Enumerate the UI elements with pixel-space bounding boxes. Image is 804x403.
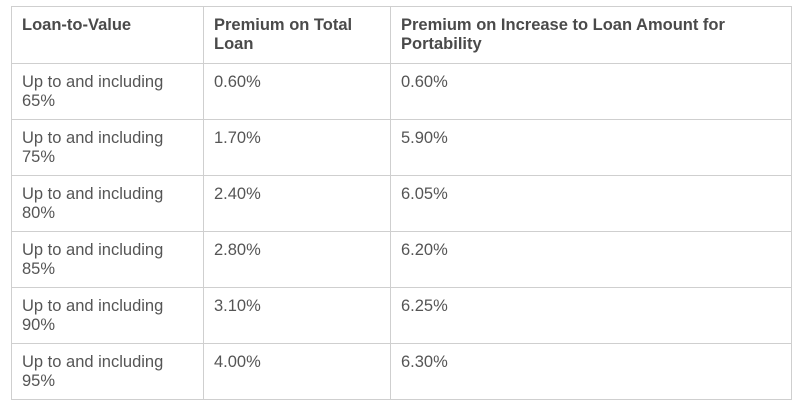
table-row: Up to and including 75% 1.70% 5.90% (11, 119, 792, 176)
table-row: Up to and including 95% 4.00% 6.30% (11, 343, 792, 400)
table-row: Up to and including 85% 2.80% 6.20% (11, 231, 792, 288)
table-row: Up to and including 80% 2.40% 6.05% (11, 175, 792, 232)
premium-total-cell: 0.60% (203, 63, 391, 120)
table-header: Loan-to-Value Premium on Total Loan Prem… (11, 6, 792, 64)
premium-table: Loan-to-Value Premium on Total Loan Prem… (11, 6, 792, 400)
header-loan-to-value: Loan-to-Value (11, 6, 204, 64)
header-premium-increase-portability: Premium on Increase to Loan Amount for P… (390, 6, 792, 64)
premium-total-cell: 2.80% (203, 231, 391, 288)
premium-increase-cell: 0.60% (390, 63, 792, 120)
premium-increase-cell: 6.30% (390, 343, 792, 400)
table-row: Up to and including 90% 3.10% 6.25% (11, 287, 792, 344)
ltv-cell: Up to and including 85% (11, 231, 204, 288)
premium-total-cell: 1.70% (203, 119, 391, 176)
ltv-cell: Up to and including 65% (11, 63, 204, 120)
premium-total-cell: 4.00% (203, 343, 391, 400)
premium-total-cell: 3.10% (203, 287, 391, 344)
ltv-cell: Up to and including 75% (11, 119, 204, 176)
ltv-cell: Up to and including 80% (11, 175, 204, 232)
table-body: Up to and including 65% 0.60% 0.60% Up t… (11, 63, 792, 400)
premium-total-cell: 2.40% (203, 175, 391, 232)
premium-increase-cell: 5.90% (390, 119, 792, 176)
ltv-cell: Up to and including 95% (11, 343, 204, 400)
premium-increase-cell: 6.25% (390, 287, 792, 344)
header-row: Loan-to-Value Premium on Total Loan Prem… (11, 6, 792, 64)
table-row: Up to and including 65% 0.60% 0.60% (11, 63, 792, 120)
premium-increase-cell: 6.20% (390, 231, 792, 288)
header-premium-total-loan: Premium on Total Loan (203, 6, 391, 64)
ltv-cell: Up to and including 90% (11, 287, 204, 344)
premium-increase-cell: 6.05% (390, 175, 792, 232)
